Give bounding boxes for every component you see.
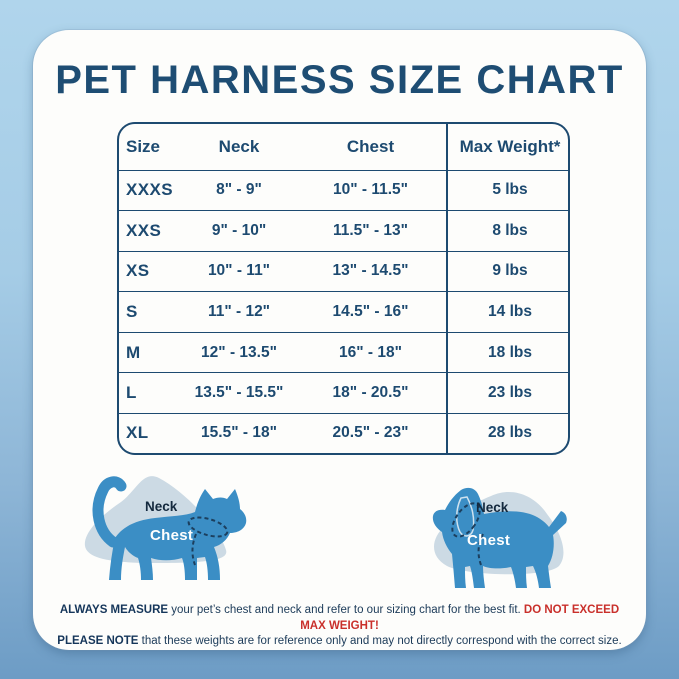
cat-chest-label: Chest (150, 527, 194, 544)
neck-cell: 13.5" - 15.5" (194, 384, 284, 402)
max-weight-cell: 8 lbs (446, 210, 568, 252)
table-row: XXXS 8" - 9" 10" - 11.5" 5 lbs (119, 170, 568, 211)
size-cell: S (126, 301, 138, 321)
dog-neck-label: Neck (476, 500, 509, 515)
page-title: PET HARNESS SIZE CHART (55, 58, 624, 102)
chest-cell: 16" - 18" (339, 343, 402, 361)
column-header-chest: Chest (346, 136, 395, 156)
size-cell: XXS (126, 220, 162, 240)
table-header-row: Size Neck Chest Max Weight* (119, 124, 568, 170)
table-row: XXS 9" - 10" 11.5" - 13" 8 lbs (119, 210, 568, 252)
footnote-warning: DO NOT EXCEED MAX WEIGHT! (300, 604, 620, 632)
column-header-neck: Neck (218, 136, 260, 156)
size-cell: XXXS (126, 180, 173, 200)
footnote-line-1: ALWAYS MEASURE your pet’s chest and neck… (55, 603, 624, 634)
size-cell: XL (126, 423, 149, 443)
chest-cell: 20.5" - 23" (332, 424, 409, 442)
size-table: Size Neck Chest Max Weight* XXXS 8" - 9"… (117, 122, 570, 455)
footnote-line1-text: your pet’s chest and neck and refer to o… (168, 604, 524, 616)
size-cell: L (126, 383, 137, 403)
footnote-please-note: PLEASE NOTE (57, 635, 139, 648)
dog-chest-label: Chest (467, 532, 511, 549)
table-row: XS 10" - 11" 13" - 14.5" 9 lbs (119, 251, 568, 292)
chest-cell: 10" - 11.5" (332, 181, 409, 199)
neck-cell: 12" - 13.5" (201, 343, 277, 361)
dog-silhouette-icon (432, 487, 567, 588)
neck-cell: 11" - 12" (207, 302, 271, 320)
cat-silhouette-icon (84, 476, 247, 580)
size-table-grid: Size Neck Chest Max Weight* XXXS 8" - 9"… (119, 124, 568, 453)
cat-measurement-diagram: Neck Chest (79, 470, 249, 588)
footnote: ALWAYS MEASURE your pet’s chest and neck… (55, 603, 624, 650)
chest-cell: 11.5" - 13" (332, 221, 409, 239)
table-row: S 11" - 12" 14.5" - 16" 14 lbs (119, 291, 568, 333)
footnote-line-2: PLEASE NOTE that these weights are for r… (55, 634, 624, 650)
max-weight-cell: 14 lbs (446, 291, 568, 333)
neck-cell: 10" - 11" (207, 262, 271, 280)
max-weight-cell: 23 lbs (446, 372, 568, 414)
max-weight-cell: 5 lbs (446, 170, 568, 211)
table-row: L 13.5" - 15.5" 18" - 20.5" 23 lbs (119, 372, 568, 414)
column-header-size: Size (126, 136, 161, 156)
size-cell: XS (126, 261, 150, 281)
size-chart-card: PET HARNESS SIZE CHART Size Neck Chest M… (33, 30, 646, 650)
neck-cell: 9" - 10" (211, 221, 267, 239)
table-row: M 12" - 13.5" 16" - 18" 18 lbs (119, 332, 568, 373)
max-weight-cell: 18 lbs (446, 332, 568, 373)
cat-neck-label: Neck (145, 499, 178, 514)
footnote-always-measure: ALWAYS MEASURE (59, 604, 169, 616)
column-header-max-weight: Max Weight* (446, 124, 568, 170)
max-weight-cell: 9 lbs (446, 251, 568, 292)
neck-cell: 8" - 9" (216, 181, 262, 199)
footnote-line2-text: that these weights are for reference onl… (138, 635, 622, 648)
neck-cell: 15.5" - 18" (201, 424, 277, 442)
dog-measurement-diagram: Neck Chest (423, 482, 573, 590)
chest-cell: 14.5" - 16" (332, 302, 409, 320)
max-weight-cell: 28 lbs (446, 413, 568, 453)
size-cell: M (126, 342, 141, 362)
table-row: XL 15.5" - 18" 20.5" - 23" 28 lbs (119, 413, 568, 453)
chest-cell: 13" - 14.5" (332, 262, 409, 280)
chest-cell: 18" - 20.5" (332, 384, 409, 402)
